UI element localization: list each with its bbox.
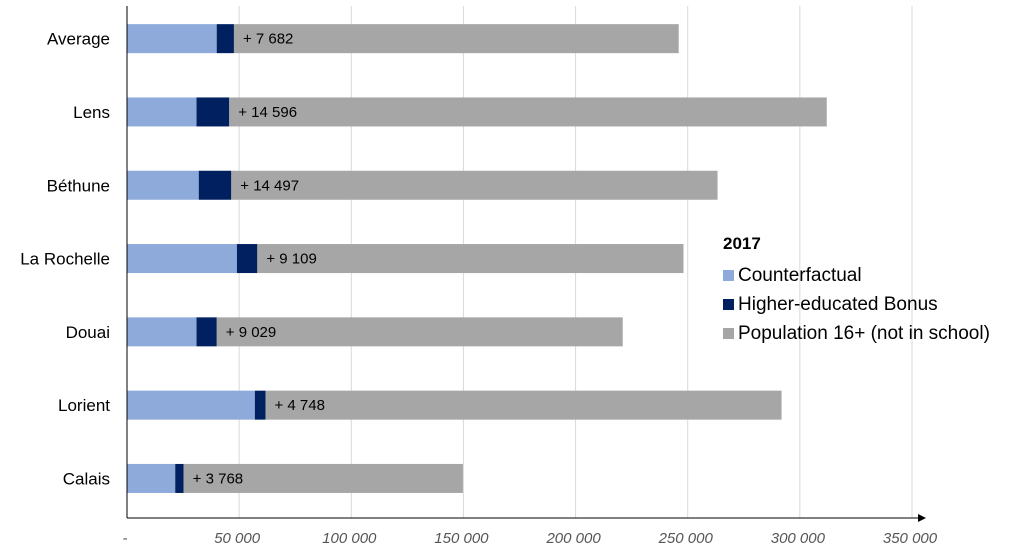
bar-bonus [196,97,230,127]
x-tick-label: 350 000 [883,530,938,547]
data-label: + 3 768 [193,470,243,487]
bar-bonus [175,463,184,493]
bar-bonus [254,390,266,420]
bar-counterfactual [127,24,217,54]
legend-title: 2017 [723,234,761,253]
bar-population [265,390,782,420]
bar-counterfactual [127,244,237,274]
data-label: + 14 497 [240,177,299,194]
bar-counterfactual [127,390,255,420]
bar-population [257,244,684,274]
bar-population [233,24,679,54]
data-label: + 4 748 [274,397,324,414]
x-axis-arrow-icon [918,514,926,522]
legend-swatch-bonus [723,299,734,310]
category-label: Béthune [47,176,110,195]
bar-bonus [198,170,232,200]
x-tick-label: - [123,530,128,547]
bar-population [216,317,623,347]
category-label: Calais [63,469,110,488]
legend-label-bonus: Higher-educated Bonus [738,293,938,315]
x-tick-label: 250 000 [658,530,714,547]
data-label: + 14 596 [238,104,297,121]
bar-population [229,97,827,127]
category-label: Douai [66,323,110,342]
legend-item-bonus: Higher-educated Bonus [723,290,990,319]
bar-bonus [216,24,234,54]
category-label: Lorient [58,396,110,415]
legend-label-population: Population 16+ (not in school) [738,322,990,344]
data-label: + 9 109 [266,251,316,268]
category-label: Average [47,30,110,49]
x-tick-label: 100 000 [322,530,377,547]
bar-counterfactual [127,317,197,347]
category-label: La Rochelle [20,250,110,269]
x-tick-label: 200 000 [545,530,601,547]
bar-counterfactual [127,97,197,127]
x-tick-label: 50 000 [214,530,261,547]
legend: 2017 Counterfactual Higher-educated Bonu… [723,234,990,348]
bar-bonus [236,244,258,274]
x-tick-label: 150 000 [434,530,489,547]
data-label: + 9 029 [226,324,276,341]
data-label: + 7 682 [243,31,293,48]
legend-swatch-population [723,328,734,339]
bar-counterfactual [127,170,199,200]
bar-population [183,463,463,493]
legend-item-population: Population 16+ (not in school) [723,319,990,348]
bar-bonus [196,317,217,347]
legend-swatch-counterfactual [723,270,734,281]
legend-item-counterfactual: Counterfactual [723,261,990,290]
x-tick-label: 300 000 [771,530,826,547]
bar-population [231,170,718,200]
legend-label-counterfactual: Counterfactual [738,264,862,286]
bar-counterfactual [127,463,176,493]
category-label: Lens [73,103,110,122]
